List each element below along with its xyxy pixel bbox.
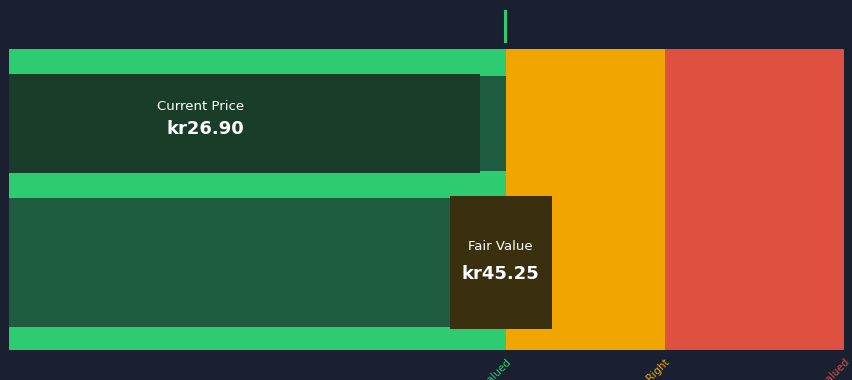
Bar xyxy=(9,171,505,198)
Bar xyxy=(664,198,843,327)
Text: kr45.25: kr45.25 xyxy=(462,264,539,283)
Text: Fair Value: Fair Value xyxy=(468,241,532,253)
Bar xyxy=(9,74,480,173)
Bar xyxy=(449,196,551,329)
Bar xyxy=(9,198,505,327)
Bar xyxy=(505,327,664,350)
Bar xyxy=(9,76,505,171)
Bar xyxy=(505,171,664,198)
Text: 20% Undervalued: 20% Undervalued xyxy=(440,357,512,380)
Bar xyxy=(505,198,664,327)
Text: 20% Overvalued: 20% Overvalued xyxy=(782,357,850,380)
Bar xyxy=(664,76,843,171)
Text: About Right: About Right xyxy=(620,357,671,380)
Bar xyxy=(664,327,843,350)
Text: kr26.90: kr26.90 xyxy=(166,120,245,138)
Bar xyxy=(9,327,505,350)
Bar xyxy=(664,171,843,198)
Text: Current Price: Current Price xyxy=(157,100,245,113)
Bar xyxy=(664,49,843,76)
Bar xyxy=(505,49,664,76)
Bar xyxy=(505,76,664,171)
Bar xyxy=(9,49,505,76)
